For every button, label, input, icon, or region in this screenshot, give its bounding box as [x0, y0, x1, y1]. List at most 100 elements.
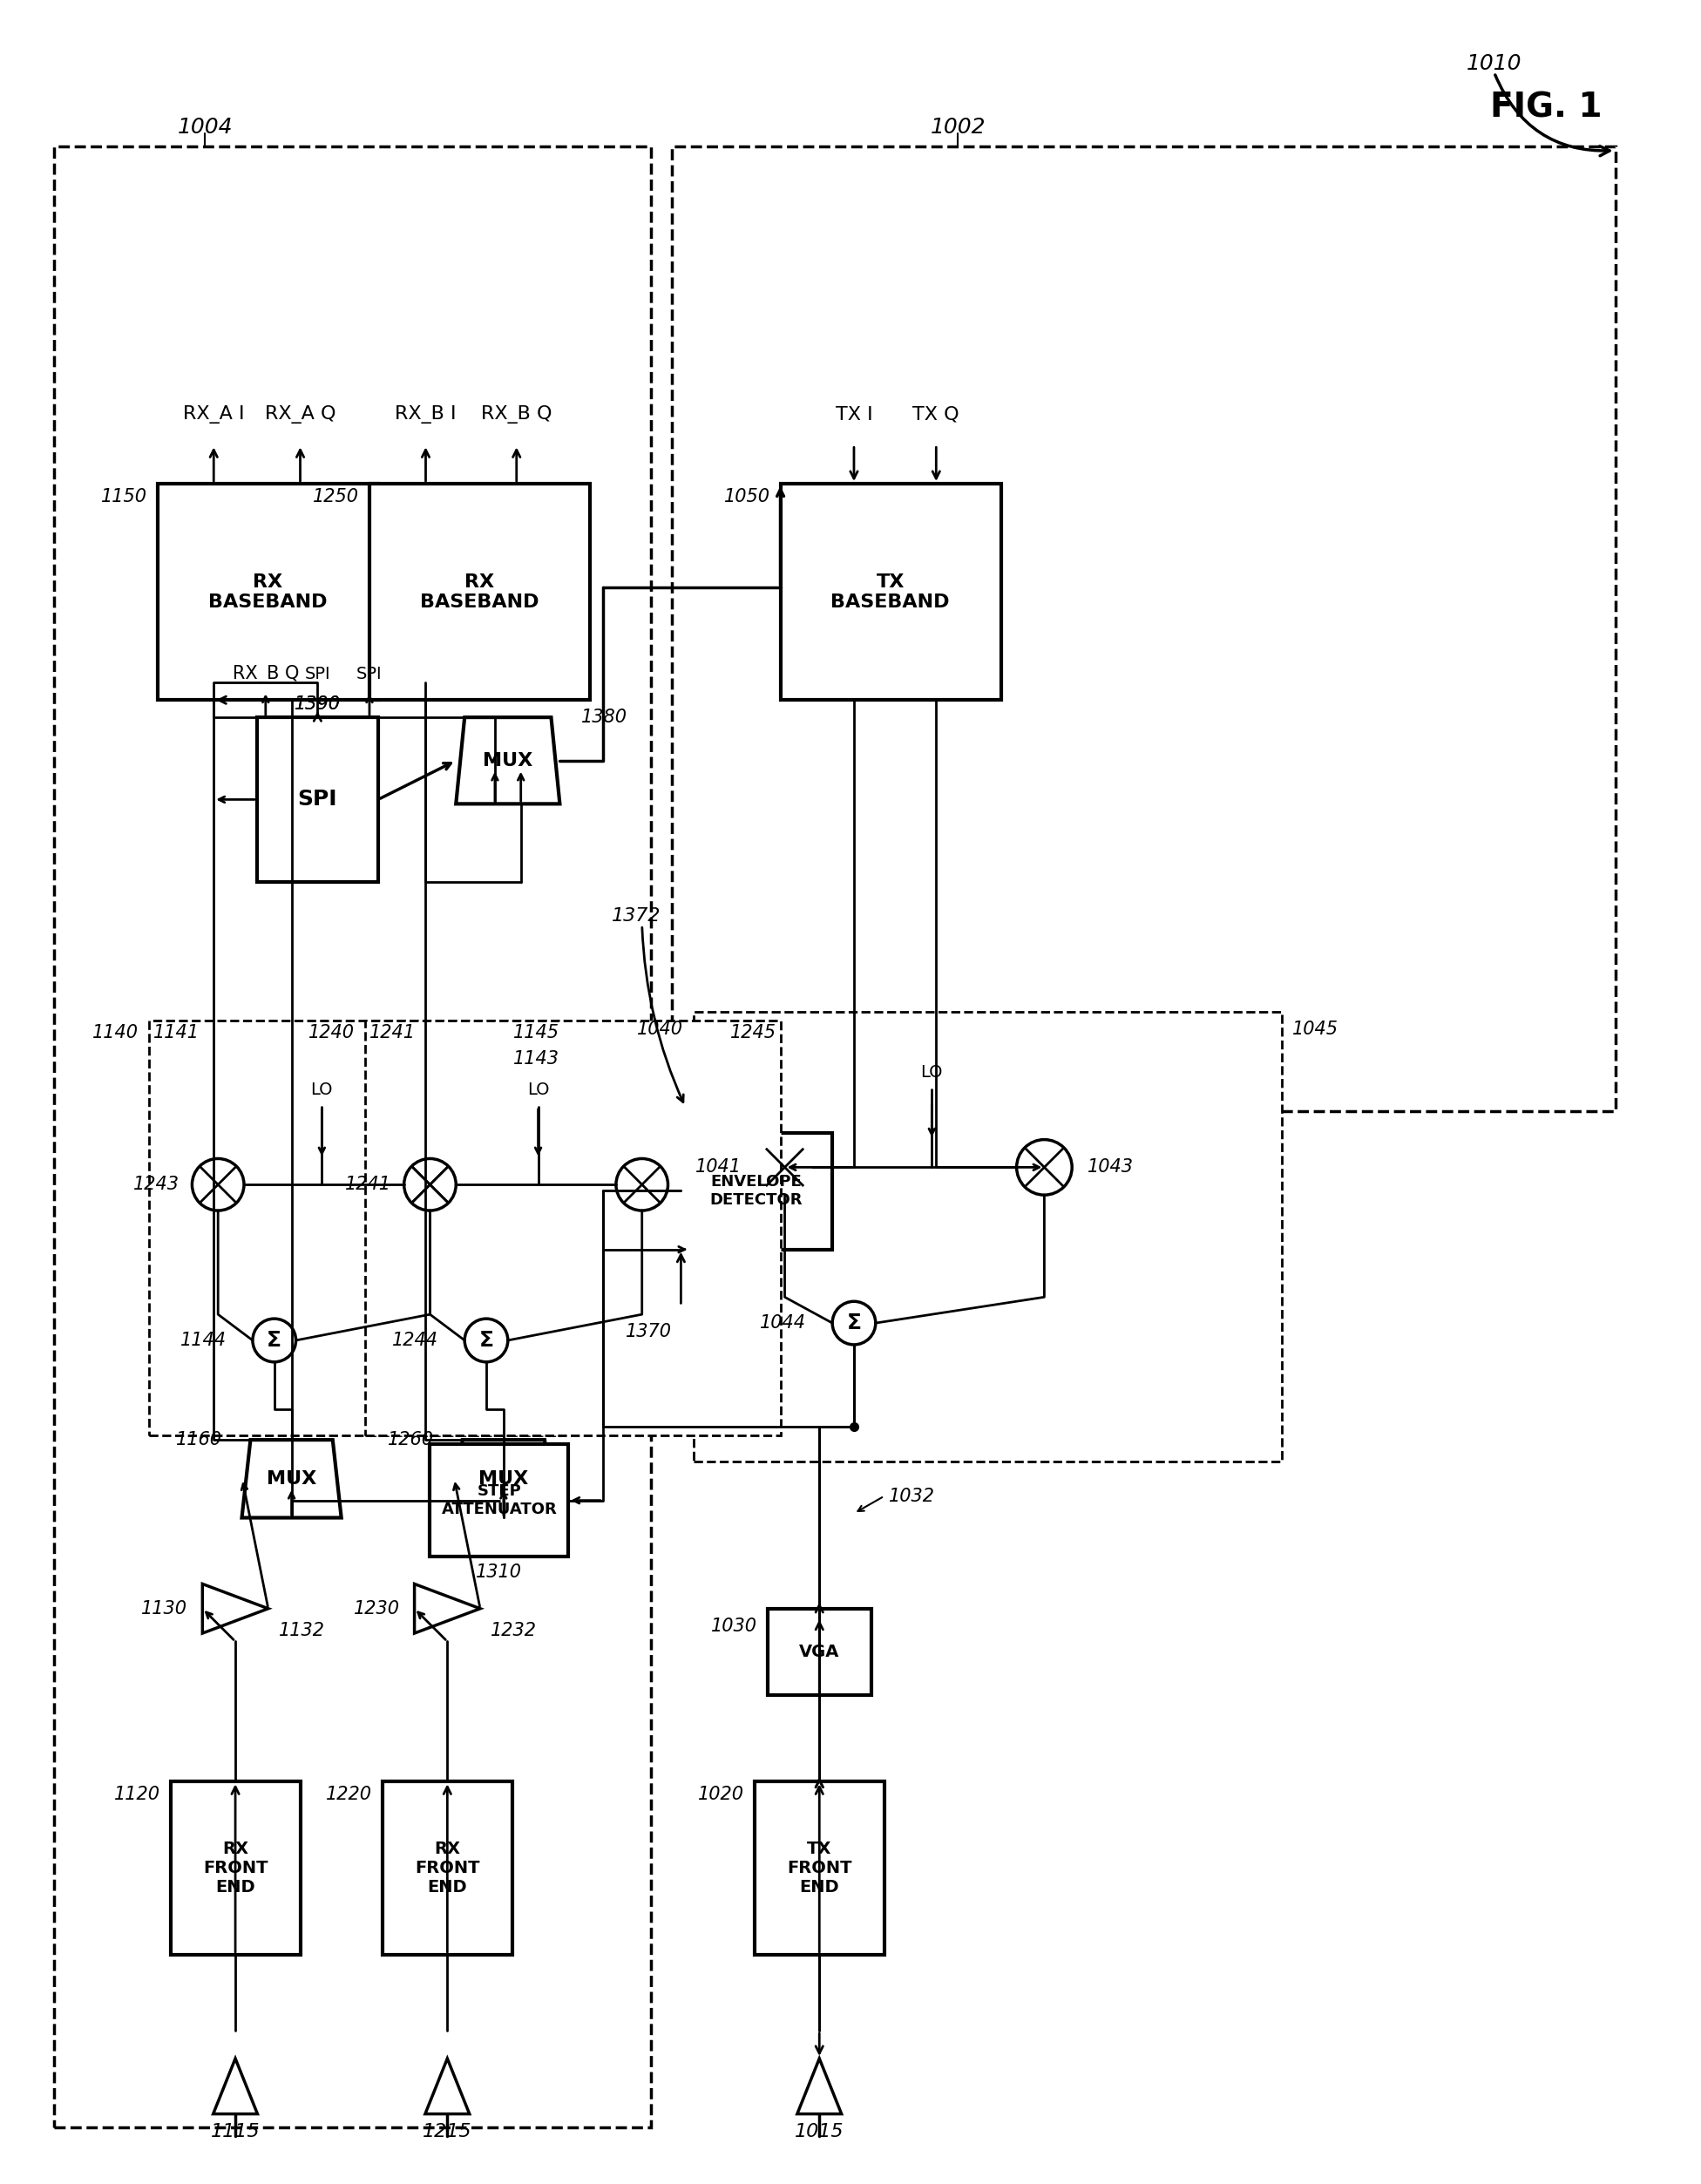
- Text: MUX: MUX: [267, 1470, 316, 1487]
- Text: Σ: Σ: [478, 1330, 493, 1350]
- Text: TX I: TX I: [835, 406, 873, 424]
- Text: SPI: SPI: [298, 788, 337, 810]
- Text: 1220: 1220: [327, 1787, 373, 1804]
- Text: LO: LO: [920, 1064, 942, 1081]
- Text: 1004: 1004: [177, 116, 233, 138]
- Circle shape: [757, 1140, 813, 1195]
- Circle shape: [192, 1160, 243, 1210]
- Bar: [366, 1020, 781, 1435]
- Text: RX
BASEBAND: RX BASEBAND: [420, 572, 539, 612]
- Polygon shape: [415, 1583, 480, 1634]
- Text: TX Q: TX Q: [913, 406, 959, 424]
- Text: 1245: 1245: [730, 1024, 776, 1042]
- Text: Σ: Σ: [847, 1313, 861, 1334]
- Bar: [672, 146, 1616, 1112]
- Text: 1140: 1140: [92, 1024, 138, 1042]
- Text: 1115: 1115: [211, 2123, 260, 2140]
- Text: 1370: 1370: [626, 1324, 672, 1341]
- Text: 1050: 1050: [725, 487, 771, 505]
- Text: 1232: 1232: [490, 1621, 538, 1638]
- Text: 1250: 1250: [313, 487, 359, 505]
- Text: RX_A I: RX_A I: [184, 406, 245, 424]
- Bar: [170, 1782, 299, 1955]
- Text: 1241: 1241: [345, 1175, 391, 1192]
- Text: 1020: 1020: [697, 1787, 743, 1804]
- Text: 1390: 1390: [294, 697, 340, 712]
- Text: RX
FRONT
END: RX FRONT END: [415, 1841, 480, 1896]
- Text: RX_B Q: RX_B Q: [481, 406, 553, 424]
- Text: 1044: 1044: [760, 1315, 806, 1332]
- Text: 1240: 1240: [308, 1024, 356, 1042]
- Text: 1130: 1130: [141, 1601, 187, 1618]
- Text: LO: LO: [527, 1081, 549, 1099]
- Circle shape: [832, 1302, 876, 1345]
- Bar: [257, 716, 378, 882]
- Text: RX_A Q: RX_A Q: [265, 406, 335, 424]
- Bar: [148, 1020, 565, 1435]
- Bar: [694, 1011, 1283, 1461]
- Polygon shape: [202, 1583, 269, 1634]
- Circle shape: [464, 1319, 509, 1363]
- Bar: [383, 1782, 512, 1955]
- Text: 1310: 1310: [476, 1564, 522, 1581]
- Text: LO: LO: [311, 1081, 333, 1099]
- Bar: [369, 483, 590, 701]
- Text: RX_B Q: RX_B Q: [233, 664, 299, 684]
- Circle shape: [405, 1160, 456, 1210]
- Circle shape: [616, 1160, 668, 1210]
- Text: 1132: 1132: [279, 1621, 325, 1638]
- Bar: [781, 483, 1002, 701]
- Text: MUX: MUX: [478, 1470, 529, 1487]
- Text: 1032: 1032: [888, 1487, 936, 1505]
- Text: 1010: 1010: [1466, 55, 1522, 74]
- Text: Σ: Σ: [267, 1330, 282, 1350]
- Text: 1160: 1160: [177, 1431, 223, 1448]
- Bar: [767, 1610, 871, 1695]
- Circle shape: [405, 1160, 456, 1210]
- Text: ENVELOPE
DETECTOR: ENVELOPE DETECTOR: [709, 1173, 803, 1208]
- Bar: [54, 146, 651, 2127]
- Text: TX
FRONT
END: TX FRONT END: [788, 1841, 852, 1896]
- Text: 1015: 1015: [794, 2123, 844, 2140]
- Text: TX
BASEBAND: TX BASEBAND: [830, 572, 949, 612]
- Text: FIG. 1: FIG. 1: [1490, 92, 1602, 124]
- Text: 1244: 1244: [393, 1332, 439, 1350]
- Text: 1243: 1243: [133, 1175, 179, 1192]
- Text: SPI: SPI: [304, 666, 330, 681]
- Text: 1144: 1144: [180, 1332, 226, 1350]
- Text: RX
FRONT
END: RX FRONT END: [202, 1841, 267, 1896]
- Text: 1143: 1143: [514, 1051, 560, 1068]
- Polygon shape: [454, 1439, 553, 1518]
- Text: 1145: 1145: [514, 1024, 560, 1042]
- Text: 1260: 1260: [388, 1431, 434, 1448]
- Text: 1040: 1040: [638, 1020, 684, 1037]
- Polygon shape: [456, 716, 560, 804]
- Text: STEP
ATTENUATOR: STEP ATTENUATOR: [441, 1483, 556, 1518]
- Bar: [755, 1782, 885, 1955]
- Text: 1380: 1380: [582, 708, 628, 725]
- Bar: [158, 483, 378, 701]
- Text: RX_B I: RX_B I: [395, 406, 456, 424]
- Bar: [430, 1444, 568, 1557]
- Text: 1002: 1002: [930, 116, 985, 138]
- Circle shape: [1017, 1140, 1072, 1195]
- Bar: [680, 1133, 832, 1249]
- Text: 1230: 1230: [354, 1601, 400, 1618]
- Circle shape: [253, 1319, 296, 1363]
- Polygon shape: [242, 1439, 342, 1518]
- Text: 1150: 1150: [100, 487, 146, 505]
- Text: SPI: SPI: [357, 666, 383, 681]
- Text: VGA: VGA: [799, 1645, 840, 1660]
- Text: 1390: 1390: [294, 697, 340, 712]
- Text: 1041: 1041: [696, 1158, 742, 1175]
- Text: 1045: 1045: [1293, 1020, 1339, 1037]
- Text: 1215: 1215: [422, 2123, 471, 2140]
- Text: 1043: 1043: [1087, 1158, 1135, 1175]
- Text: 1372: 1372: [612, 909, 662, 926]
- Text: MUX: MUX: [483, 751, 532, 769]
- Text: RX
BASEBAND: RX BASEBAND: [208, 572, 327, 612]
- Text: 1241: 1241: [369, 1024, 415, 1042]
- Text: 1120: 1120: [114, 1787, 160, 1804]
- Text: 1141: 1141: [153, 1024, 199, 1042]
- Text: 1030: 1030: [711, 1616, 757, 1634]
